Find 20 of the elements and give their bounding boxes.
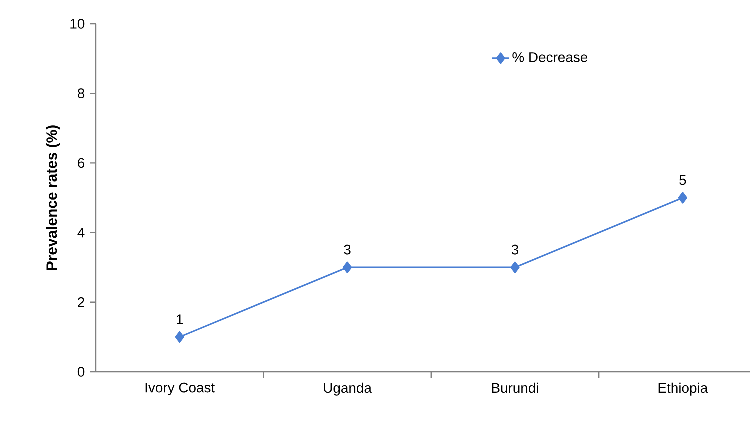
y-tick-label: 10	[70, 19, 85, 29]
data-label: 3	[512, 244, 518, 255]
data-label: 3	[344, 244, 351, 255]
point	[678, 192, 688, 204]
y-tick-label: 4	[78, 228, 85, 238]
data-label: 5	[680, 175, 686, 186]
y-axis-title: Prevalence rates (%)	[46, 126, 60, 270]
point	[175, 331, 184, 343]
data-label: 1	[177, 314, 184, 324]
x-tick-label: Uganda	[324, 382, 372, 396]
y-tick-label: 2	[78, 298, 84, 308]
point	[510, 262, 520, 274]
y-tick-label: 8	[78, 88, 85, 99]
legend-label: % Decrease	[512, 52, 588, 62]
y-tick-label: 6	[78, 158, 85, 168]
point	[342, 262, 352, 274]
y-tick-label: 0	[78, 367, 85, 377]
x-tick-label: Burundi	[492, 382, 538, 394]
x-tick-label: Ivory Coast	[146, 382, 215, 396]
x-tick-label: Ethiopia	[658, 382, 708, 396]
